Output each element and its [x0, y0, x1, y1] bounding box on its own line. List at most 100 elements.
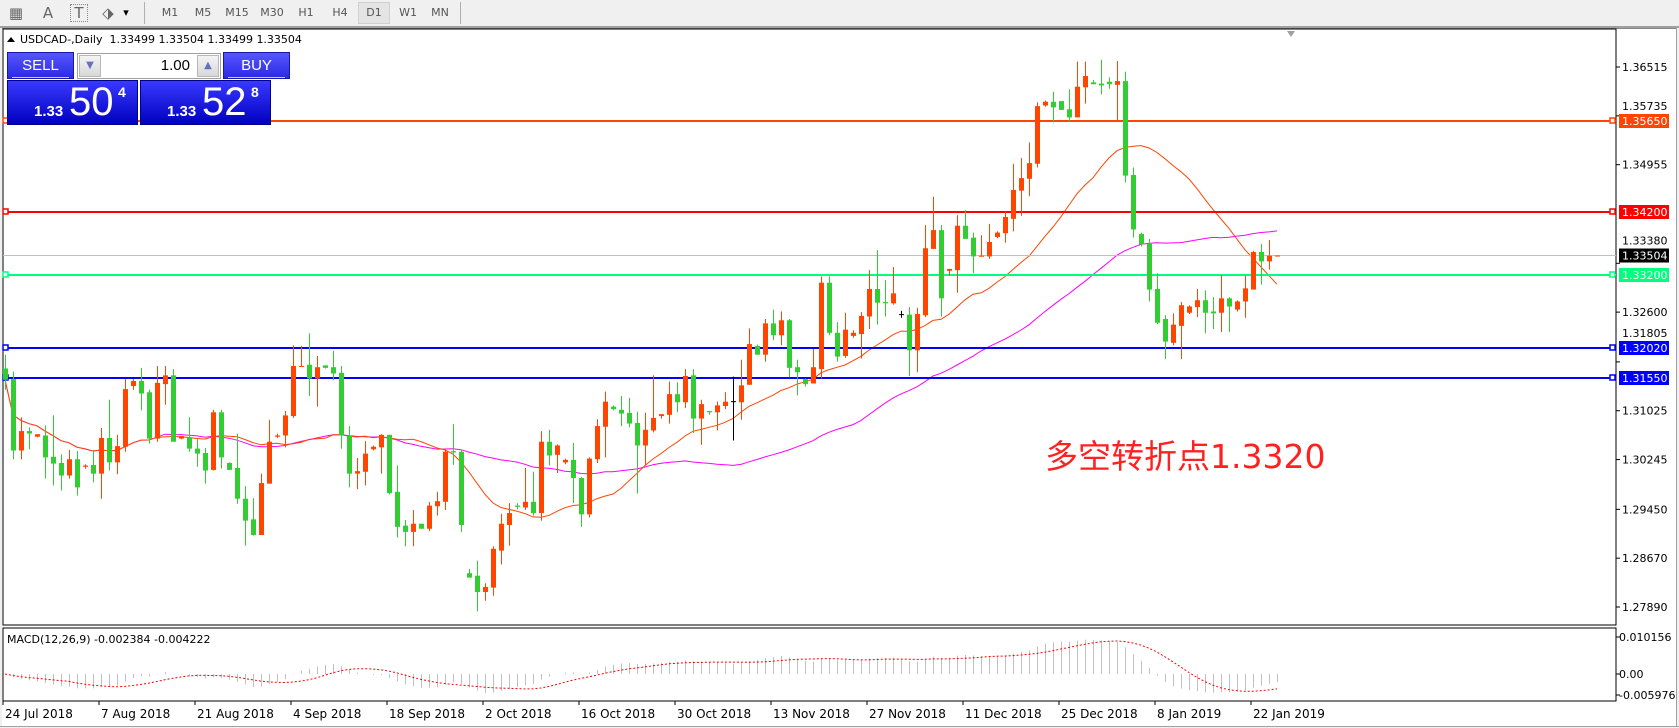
candle[interactable] — [555, 444, 560, 474]
candle[interactable] — [859, 312, 864, 359]
period-m30-button[interactable]: M30 — [260, 6, 284, 19]
candle[interactable] — [675, 382, 680, 413]
period-w1-button[interactable]: W1 — [399, 6, 417, 19]
lot-size-field[interactable]: ▼ 1.00 ▲ — [77, 53, 221, 79]
line-handle-right[interactable] — [1609, 208, 1616, 215]
line-handle-left[interactable] — [2, 208, 9, 215]
candle[interactable] — [99, 427, 104, 499]
candle[interactable] — [1267, 240, 1272, 270]
candle[interactable] — [387, 434, 392, 495]
candle[interactable] — [379, 434, 384, 474]
candle[interactable] — [643, 412, 648, 466]
candle[interactable] — [531, 471, 536, 516]
candle[interactable] — [35, 434, 40, 438]
candle[interactable] — [491, 546, 496, 596]
candle[interactable] — [547, 429, 552, 466]
period-m1-button[interactable]: M1 — [161, 6, 179, 19]
lot-increase-button[interactable]: ▲ — [197, 55, 219, 77]
sell-button[interactable]: SELL — [7, 52, 74, 79]
candle[interactable] — [563, 458, 568, 465]
candle[interactable] — [459, 449, 464, 532]
candle[interactable] — [595, 419, 600, 464]
candle[interactable] — [411, 509, 416, 547]
period-m5-button[interactable]: M5 — [194, 6, 212, 19]
candle[interactable] — [1091, 79, 1096, 85]
candle[interactable] — [347, 426, 352, 488]
candle[interactable] — [43, 425, 48, 479]
candle[interactable] — [19, 417, 24, 460]
candle[interactable] — [1019, 158, 1024, 216]
candle[interactable] — [235, 433, 240, 504]
candle[interactable] — [395, 465, 400, 538]
line-handle-left[interactable] — [2, 271, 9, 278]
candle[interactable] — [291, 345, 296, 418]
line-handle-right[interactable] — [1609, 374, 1616, 381]
candle[interactable] — [515, 503, 520, 510]
period-mn-button[interactable]: MN — [431, 6, 449, 19]
candle[interactable] — [883, 280, 888, 317]
candle[interactable] — [611, 405, 616, 411]
candle[interactable] — [803, 378, 808, 387]
candle[interactable] — [91, 449, 96, 483]
candle[interactable] — [1235, 300, 1240, 312]
candle[interactable] — [123, 379, 128, 452]
candle[interactable] — [699, 399, 704, 445]
candle[interactable] — [811, 349, 816, 384]
candle[interactable] — [835, 322, 840, 362]
line-handle-right[interactable] — [1609, 344, 1616, 351]
candle[interactable] — [931, 196, 936, 249]
candle[interactable] — [683, 369, 688, 408]
candle[interactable] — [995, 231, 1000, 239]
candle[interactable] — [1251, 250, 1256, 290]
candle[interactable] — [1219, 275, 1224, 333]
candle[interactable] — [707, 411, 712, 415]
candle[interactable] — [1123, 71, 1128, 183]
candle[interactable] — [83, 464, 88, 469]
candle[interactable] — [1075, 61, 1080, 118]
candle[interactable] — [723, 392, 728, 410]
candle[interactable] — [371, 445, 376, 451]
candle[interactable] — [1043, 100, 1048, 107]
text-label-tool-icon[interactable]: T — [70, 4, 88, 22]
candle[interactable] — [1147, 238, 1152, 302]
candle[interactable] — [771, 309, 776, 341]
candle[interactable] — [1163, 315, 1168, 360]
candle[interactable] — [963, 210, 968, 239]
candle[interactable] — [899, 310, 904, 318]
candle[interactable] — [1099, 59, 1104, 95]
candle[interactable] — [915, 307, 920, 373]
candle[interactable] — [587, 457, 592, 518]
candle[interactable] — [323, 365, 328, 369]
candle[interactable] — [355, 457, 360, 490]
candle[interactable] — [155, 365, 160, 442]
candle[interactable] — [523, 468, 528, 510]
candle[interactable] — [1211, 297, 1216, 330]
candle[interactable] — [1195, 288, 1200, 318]
candle[interactable] — [211, 409, 216, 471]
candle[interactable] — [867, 270, 872, 330]
candle[interactable] — [603, 391, 608, 458]
candle[interactable] — [147, 389, 152, 444]
candle[interactable] — [827, 276, 832, 336]
candle[interactable] — [715, 401, 720, 431]
candle[interactable] — [955, 215, 960, 293]
candle[interactable] — [467, 568, 472, 578]
candle[interactable] — [139, 367, 144, 411]
candle[interactable] — [1067, 89, 1072, 122]
candle[interactable] — [451, 424, 456, 465]
candle[interactable] — [1131, 167, 1136, 238]
candle[interactable] — [243, 486, 248, 546]
candle[interactable] — [947, 268, 952, 276]
candle[interactable] — [1107, 77, 1112, 89]
candle[interactable] — [259, 473, 264, 536]
candle[interactable] — [923, 225, 928, 318]
candle[interactable] — [219, 409, 224, 469]
candle[interactable] — [275, 433, 280, 438]
grid-properties-icon[interactable]: ▦ — [8, 4, 24, 22]
chart-shift-marker-icon[interactable] — [1287, 31, 1295, 37]
candle[interactable] — [227, 462, 232, 470]
candle[interactable] — [691, 369, 696, 433]
candle[interactable] — [651, 375, 656, 433]
candle[interactable] — [667, 381, 672, 424]
candle[interactable] — [1083, 61, 1088, 104]
